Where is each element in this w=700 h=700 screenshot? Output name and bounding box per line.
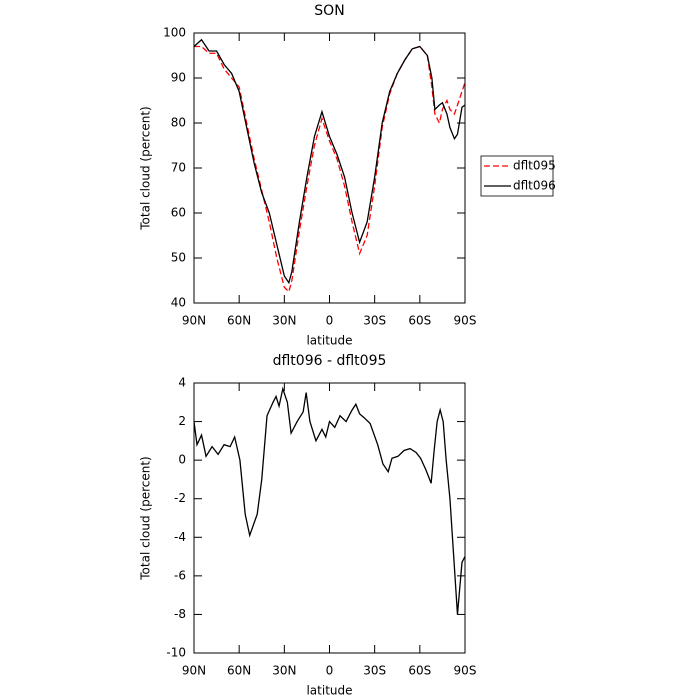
y-tick-label: -4: [174, 530, 186, 544]
x-tick-label: 90S: [454, 314, 477, 328]
x-tick-label: 30N: [272, 314, 296, 328]
y-tick-label: 70: [171, 161, 186, 175]
x-axis-label: latitude: [306, 684, 352, 698]
y-axis-label: Total cloud (percent): [139, 106, 153, 230]
legend-label: dflt095: [513, 159, 556, 173]
x-tick-label: 30S: [363, 664, 386, 678]
legend-label: dflt096: [513, 179, 556, 193]
data-line: [193, 38, 466, 285]
y-tick-label: -2: [174, 491, 186, 505]
chart-title: dflt096 - dflt095: [273, 353, 387, 369]
y-tick-label: 50: [171, 251, 186, 265]
x-tick-label: 30S: [363, 314, 386, 328]
data-line: [193, 386, 466, 615]
x-tick-label: 30N: [272, 664, 296, 678]
y-tick-label: 90: [171, 71, 186, 85]
x-tick-label: 60S: [408, 314, 431, 328]
y-tick-label: -8: [174, 607, 186, 621]
y-axis-label: Total cloud (percent): [139, 456, 153, 580]
x-tick-label: 90N: [182, 314, 206, 328]
y-tick-label: 0: [178, 453, 186, 467]
y-tick-label: 100: [163, 26, 186, 40]
y-tick-label: 40: [171, 296, 186, 310]
plot-frame: [193, 32, 466, 304]
y-tick-label: 60: [171, 206, 186, 220]
x-tick-label: 60N: [227, 314, 251, 328]
x-tick-label: 0: [326, 664, 334, 678]
legend-box: [480, 155, 554, 197]
x-tick-label: 60S: [408, 664, 431, 678]
x-axis-label: latitude: [306, 334, 352, 348]
plot-frame: [193, 382, 466, 654]
x-tick-label: 0: [326, 314, 334, 328]
y-tick-label: 4: [178, 376, 186, 390]
y-tick-label: 2: [178, 414, 186, 428]
data-line: [194, 45, 466, 294]
x-tick-label: 90S: [454, 664, 477, 678]
x-tick-label: 90N: [182, 664, 206, 678]
y-tick-label: -6: [174, 568, 186, 582]
chart-title: SON: [314, 3, 344, 19]
x-tick-label: 60N: [227, 664, 251, 678]
y-tick-label: 80: [171, 116, 186, 130]
y-tick-label: -10: [166, 646, 186, 660]
